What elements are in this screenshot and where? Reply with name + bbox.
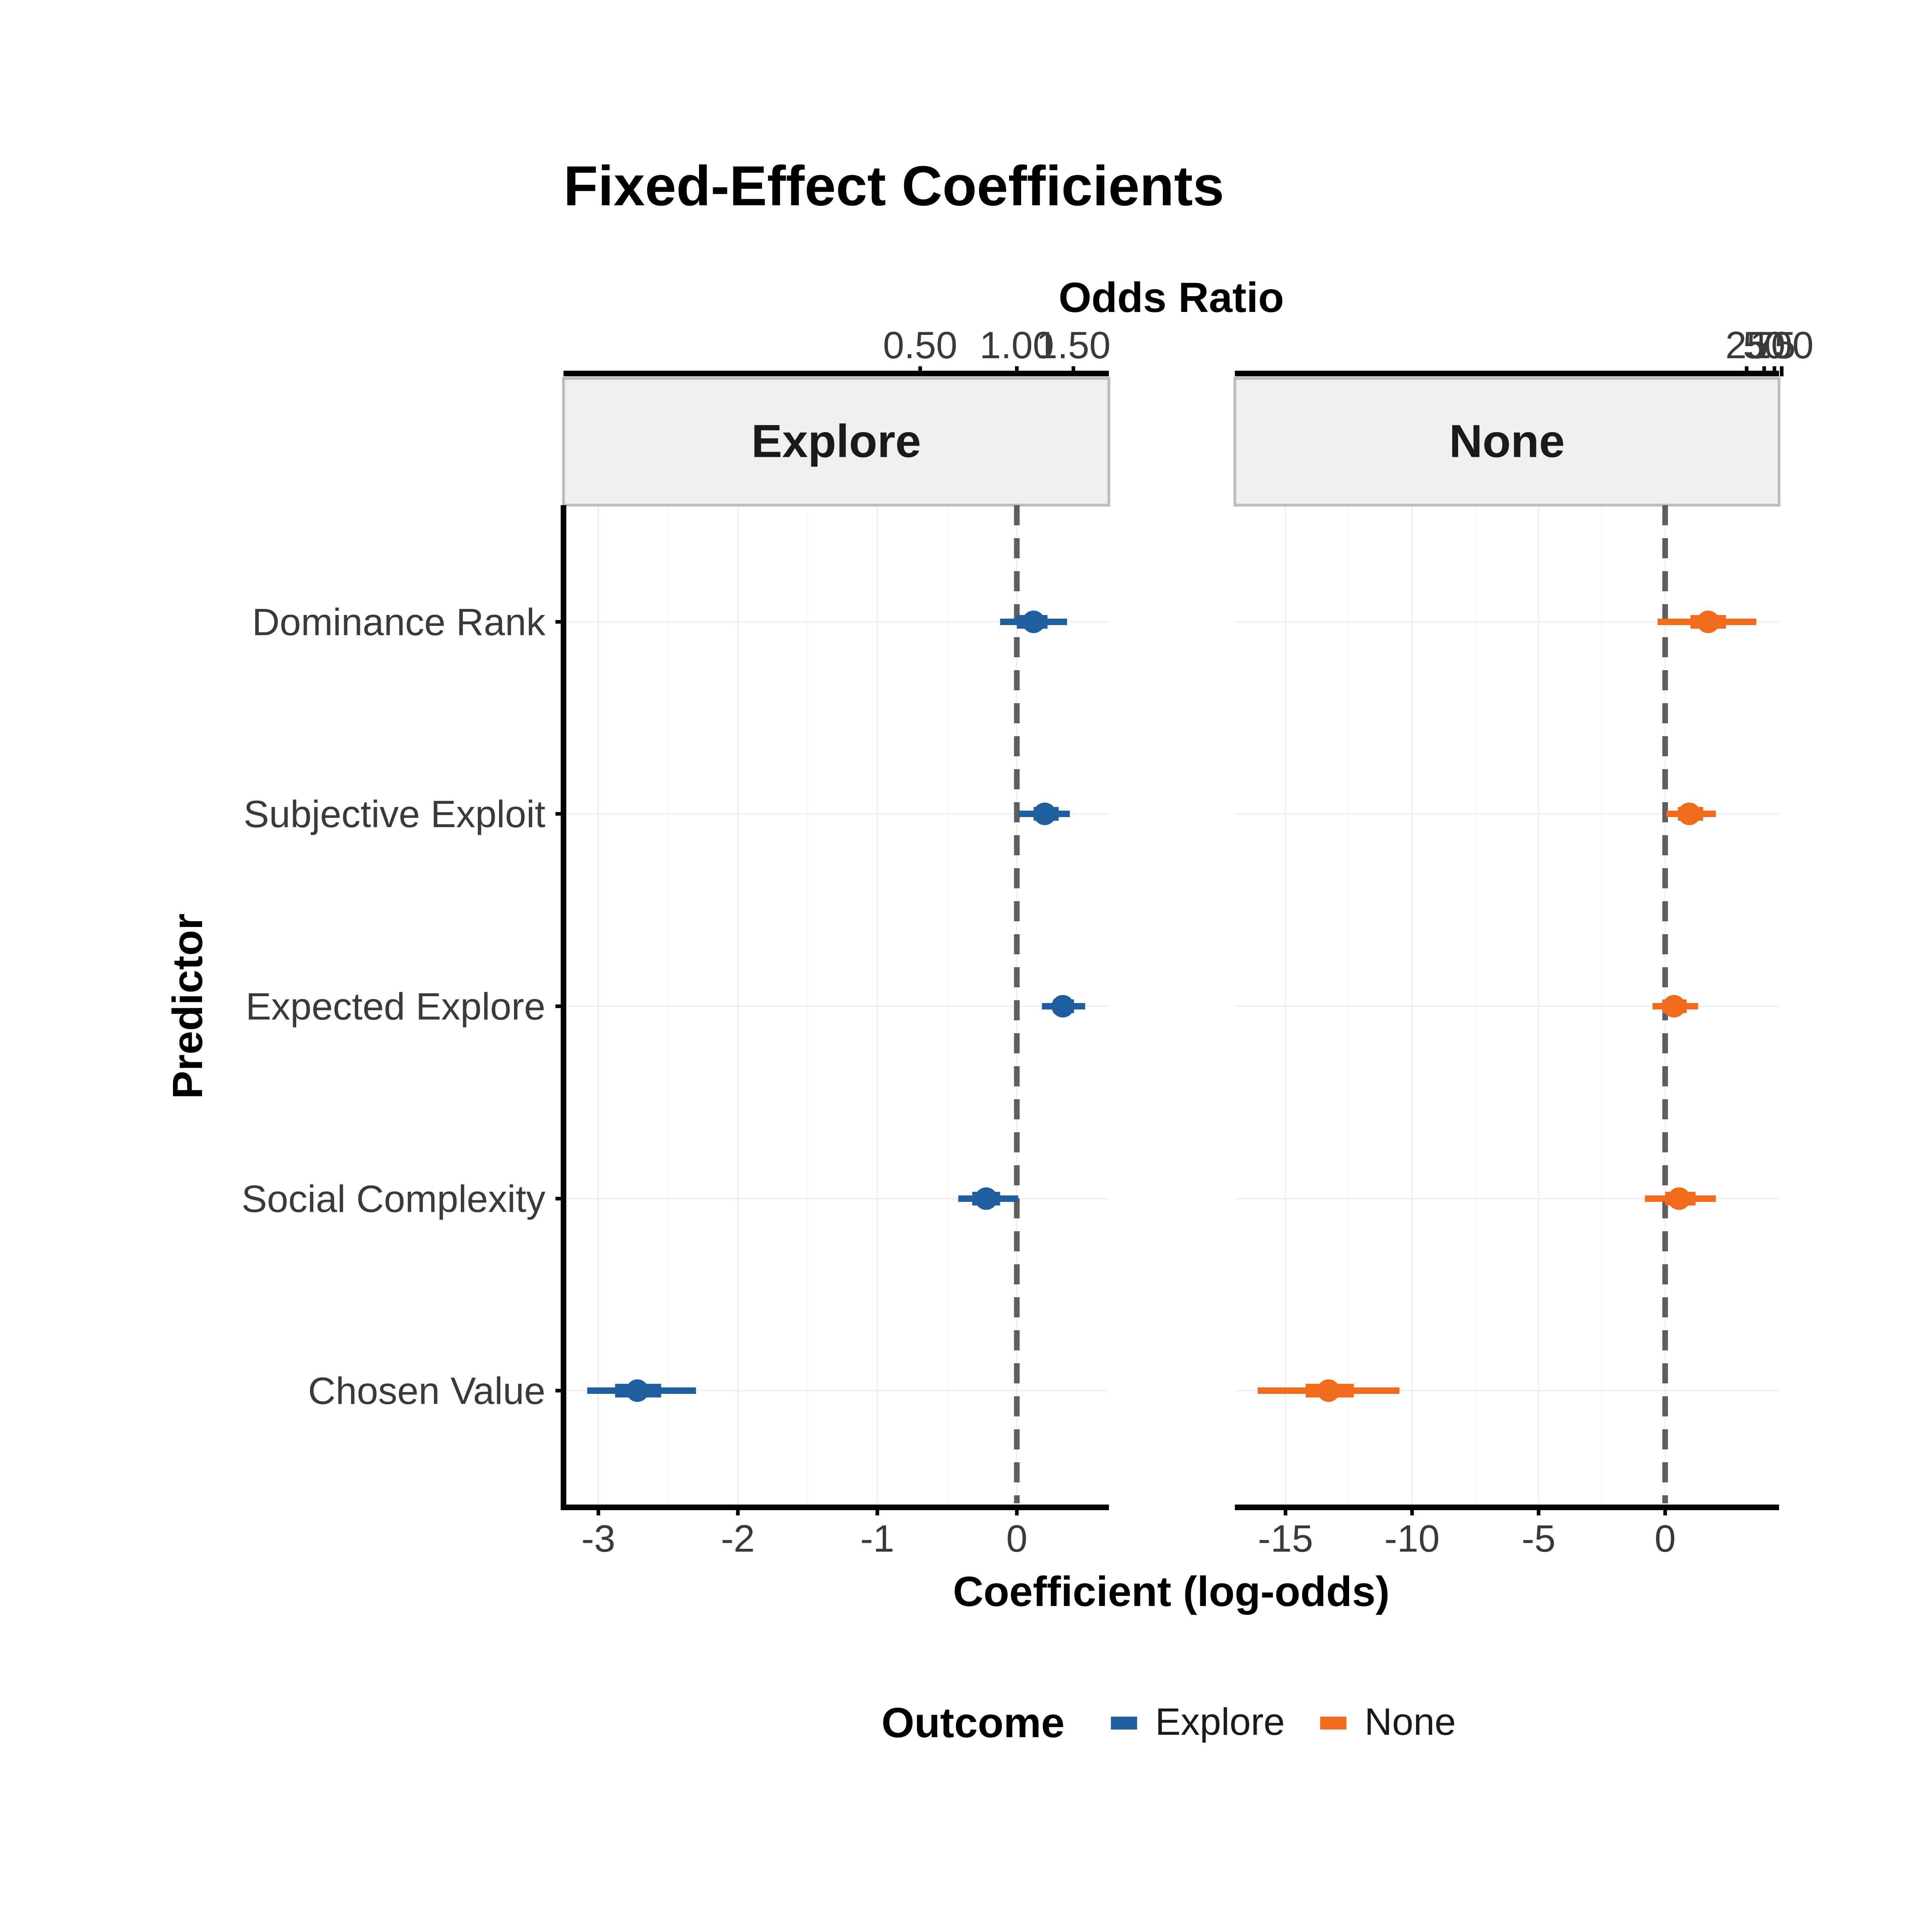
legend-label-none: None: [1364, 1701, 1456, 1743]
point-estimate: [1317, 1379, 1340, 1402]
strip-label-none: None: [1449, 416, 1565, 467]
point-estimate: [975, 1187, 998, 1210]
y-tick-label: Chosen Value: [308, 1370, 545, 1412]
strip-label-explore: Explore: [751, 416, 921, 467]
point-estimate: [1022, 611, 1045, 633]
strip-background: [1233, 377, 1781, 507]
legend-key-none: [1320, 1717, 1346, 1730]
y-tick-label: Social Complexity: [242, 1178, 545, 1220]
secondary-tick-label: 1.00: [980, 324, 1054, 367]
y-tick-label: Expected Explore: [246, 985, 545, 1028]
y-axis: Dominance Rank Subjective Exploit Expected…: [242, 505, 566, 1510]
x-tick-label: -15: [1258, 1517, 1313, 1560]
x-tick-label: -5: [1521, 1517, 1555, 1560]
point-estimate: [1668, 1187, 1690, 1210]
x-tick-label: -1: [860, 1517, 894, 1560]
x-tick-label: -2: [721, 1517, 755, 1560]
point-estimate: [1697, 611, 1719, 633]
legend-title: Outcome: [881, 1699, 1065, 1746]
point-estimate: [1663, 995, 1686, 1018]
x-tick-label: -10: [1385, 1517, 1440, 1560]
secondary-axis-title: Odds Ratio: [1059, 274, 1284, 321]
point-estimate: [626, 1379, 649, 1402]
y-tick-label: Dominance Rank: [252, 601, 545, 644]
x-tick-label: 0: [1655, 1517, 1676, 1560]
secondary-tick-label: 25: [1726, 324, 1768, 367]
x-axis-title: Coefficient (log-odds): [953, 1568, 1390, 1615]
strip-background: [562, 377, 1110, 507]
secondary-tick-label: 1.50: [1036, 324, 1110, 367]
secondary-tick-label: 50: [1743, 324, 1785, 367]
panel-explore: Explore 0.50 1.001.50 -3 -2 -1 0: [562, 324, 1110, 1560]
y-axis-title: Predictor: [164, 914, 211, 1099]
secondary-tick-label: 0.50: [883, 324, 958, 367]
chart-title: Fixed-Effect Coefficients: [564, 154, 1224, 217]
secondary-tick-label: 75: [1753, 324, 1796, 367]
legend-key-explore: [1111, 1717, 1137, 1730]
secondary-tick-label: 100: [1750, 324, 1814, 367]
x-tick-label: -3: [581, 1517, 615, 1560]
point-estimate: [1051, 995, 1074, 1018]
x-tick-label: 0: [1006, 1517, 1028, 1560]
point-estimate: [1678, 803, 1701, 825]
y-tick-label: Subjective Exploit: [244, 793, 545, 836]
legend-label-explore: Explore: [1155, 1701, 1285, 1743]
point-estimate: [1033, 803, 1056, 825]
legend: Outcome Explore None: [881, 1699, 1456, 1746]
